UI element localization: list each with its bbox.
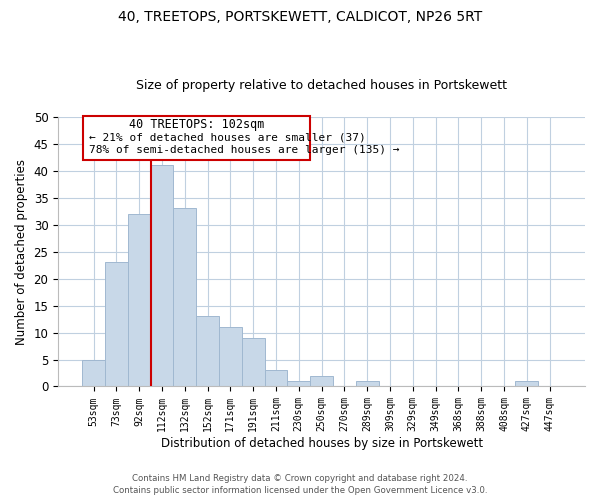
Bar — [356, 381, 379, 386]
Bar — [242, 338, 265, 386]
Text: 78% of semi-detached houses are larger (135) →: 78% of semi-detached houses are larger (… — [89, 145, 400, 155]
Text: 40, TREETOPS, PORTSKEWETT, CALDICOT, NP26 5RT: 40, TREETOPS, PORTSKEWETT, CALDICOT, NP2… — [118, 10, 482, 24]
Bar — [151, 166, 173, 386]
Bar — [173, 208, 196, 386]
X-axis label: Distribution of detached houses by size in Portskewett: Distribution of detached houses by size … — [161, 437, 482, 450]
Bar — [287, 381, 310, 386]
Text: Contains HM Land Registry data © Crown copyright and database right 2024.
Contai: Contains HM Land Registry data © Crown c… — [113, 474, 487, 495]
Bar — [128, 214, 151, 386]
Bar — [219, 327, 242, 386]
Bar — [265, 370, 287, 386]
Bar — [82, 360, 105, 386]
Text: 40 TREETOPS: 102sqm: 40 TREETOPS: 102sqm — [128, 118, 264, 132]
Text: ← 21% of detached houses are smaller (37): ← 21% of detached houses are smaller (37… — [89, 132, 366, 142]
Bar — [515, 381, 538, 386]
Bar — [105, 262, 128, 386]
Bar — [310, 376, 333, 386]
Bar — [196, 316, 219, 386]
Y-axis label: Number of detached properties: Number of detached properties — [15, 158, 28, 344]
Bar — [83, 116, 310, 160]
Title: Size of property relative to detached houses in Portskewett: Size of property relative to detached ho… — [136, 79, 507, 92]
